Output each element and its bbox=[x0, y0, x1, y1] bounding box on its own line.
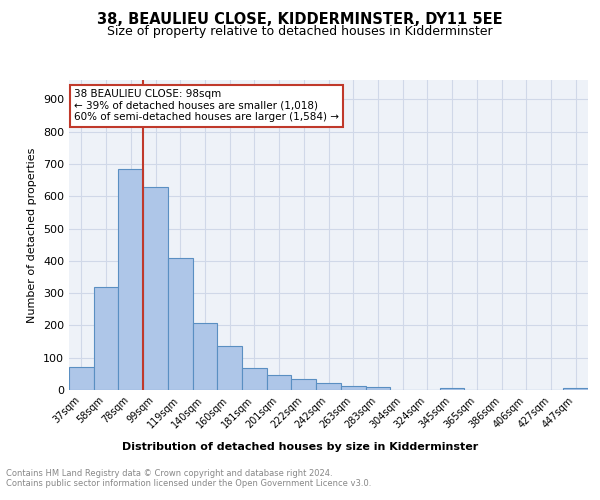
Text: Contains public sector information licensed under the Open Government Licence v3: Contains public sector information licen… bbox=[6, 478, 371, 488]
Bar bbox=[94, 286, 118, 390]
Text: Distribution of detached houses by size in Kidderminster: Distribution of detached houses by size … bbox=[122, 442, 478, 452]
Bar bbox=[118, 169, 143, 390]
Bar bbox=[217, 346, 242, 390]
Bar bbox=[341, 386, 365, 390]
Bar bbox=[316, 383, 341, 390]
Bar bbox=[143, 186, 168, 390]
Bar bbox=[365, 388, 390, 390]
Bar bbox=[193, 323, 217, 390]
Text: 38 BEAULIEU CLOSE: 98sqm
← 39% of detached houses are smaller (1,018)
60% of sem: 38 BEAULIEU CLOSE: 98sqm ← 39% of detach… bbox=[74, 90, 339, 122]
Bar bbox=[267, 374, 292, 390]
Text: Size of property relative to detached houses in Kidderminster: Size of property relative to detached ho… bbox=[107, 25, 493, 38]
Bar bbox=[242, 368, 267, 390]
Bar bbox=[440, 388, 464, 390]
Bar bbox=[168, 258, 193, 390]
Bar bbox=[69, 368, 94, 390]
Text: 38, BEAULIEU CLOSE, KIDDERMINSTER, DY11 5EE: 38, BEAULIEU CLOSE, KIDDERMINSTER, DY11 … bbox=[97, 12, 503, 28]
Y-axis label: Number of detached properties: Number of detached properties bbox=[28, 148, 37, 322]
Bar bbox=[563, 388, 588, 390]
Text: Contains HM Land Registry data © Crown copyright and database right 2024.: Contains HM Land Registry data © Crown c… bbox=[6, 468, 332, 477]
Bar bbox=[292, 380, 316, 390]
